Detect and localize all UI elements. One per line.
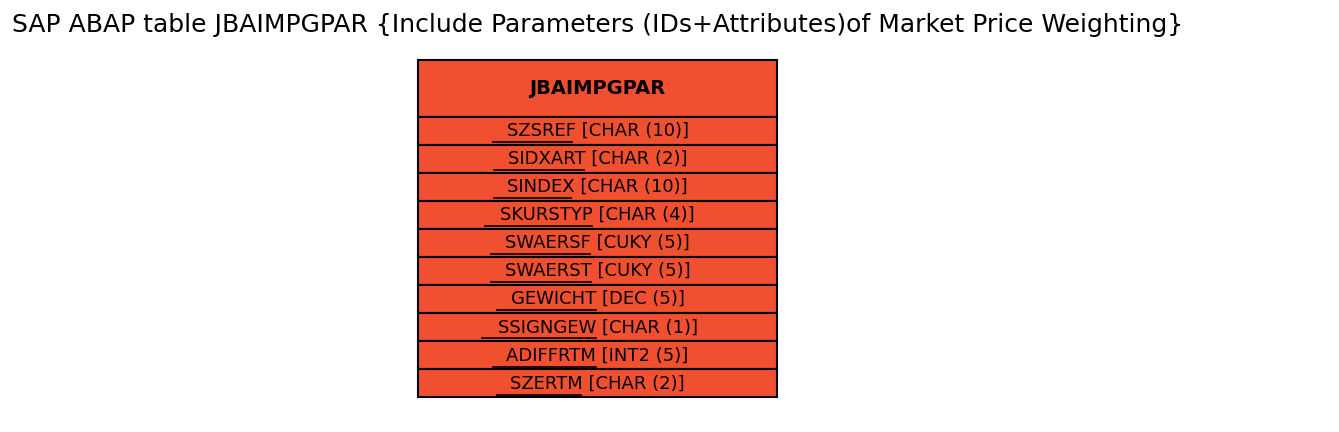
FancyBboxPatch shape <box>418 117 777 145</box>
Text: JBAIMPGPAR: JBAIMPGPAR <box>529 79 665 98</box>
FancyBboxPatch shape <box>418 369 777 397</box>
FancyBboxPatch shape <box>418 60 777 117</box>
FancyBboxPatch shape <box>418 229 777 257</box>
Text: SWAERSF [CUKY (5)]: SWAERSF [CUKY (5)] <box>505 234 690 252</box>
Text: SINDEX [CHAR (10)]: SINDEX [CHAR (10)] <box>507 178 688 196</box>
Text: SAP ABAP table JBAIMPGPAR {Include Parameters (IDs+Attributes)of Market Price We: SAP ABAP table JBAIMPGPAR {Include Param… <box>12 13 1184 37</box>
Text: SWAERST [CUKY (5)]: SWAERST [CUKY (5)] <box>505 262 691 280</box>
FancyBboxPatch shape <box>418 173 777 201</box>
FancyBboxPatch shape <box>418 341 777 369</box>
Text: SZSREF [CHAR (10)]: SZSREF [CHAR (10)] <box>506 122 688 140</box>
Text: ADIFFRTM [INT2 (5)]: ADIFFRTM [INT2 (5)] <box>506 346 688 364</box>
Text: SZERTM [CHAR (2)]: SZERTM [CHAR (2)] <box>510 375 684 392</box>
Text: SKURSTYP [CHAR (4)]: SKURSTYP [CHAR (4)] <box>501 206 695 224</box>
Text: SSIGNGEW [CHAR (1)]: SSIGNGEW [CHAR (1)] <box>498 318 698 336</box>
Text: SIDXART [CHAR (2)]: SIDXART [CHAR (2)] <box>507 150 687 168</box>
FancyBboxPatch shape <box>418 257 777 285</box>
Text: GEWICHT [DEC (5)]: GEWICHT [DEC (5)] <box>510 290 684 308</box>
FancyBboxPatch shape <box>418 313 777 341</box>
FancyBboxPatch shape <box>418 145 777 173</box>
FancyBboxPatch shape <box>418 201 777 229</box>
FancyBboxPatch shape <box>418 285 777 313</box>
